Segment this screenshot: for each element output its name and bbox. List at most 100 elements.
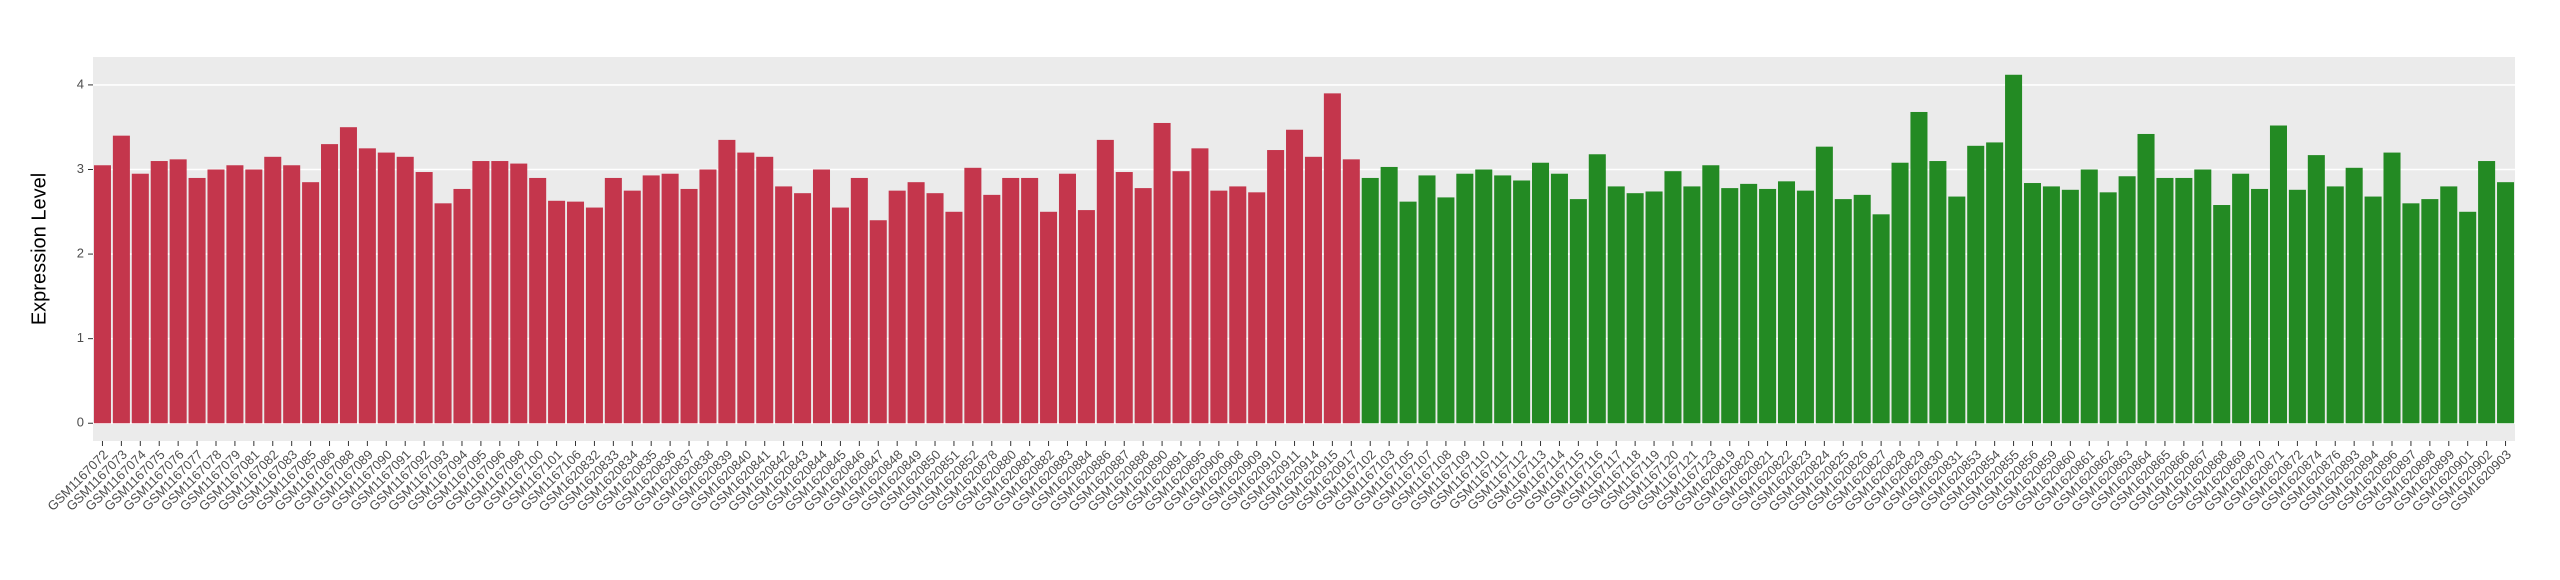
bar: [1702, 165, 1720, 424]
y-tick-label: 0: [77, 415, 84, 430]
bar: [453, 188, 471, 424]
bar: [1929, 161, 1947, 424]
bar: [2175, 177, 2193, 424]
bar: [1342, 159, 1360, 424]
bar: [1815, 146, 1833, 424]
bar: [1134, 188, 1152, 424]
bar: [188, 177, 206, 424]
bar: [2440, 186, 2458, 424]
bar: [888, 190, 906, 424]
bar: [1986, 142, 2004, 424]
bar: [2118, 176, 2136, 424]
bar: [812, 169, 831, 424]
bar: [850, 177, 868, 424]
bar: [2251, 188, 2269, 424]
bar: [2213, 205, 2231, 424]
bar: [2005, 74, 2023, 424]
bar: [1172, 171, 1190, 424]
bar: [283, 165, 301, 424]
bar: [150, 161, 168, 424]
bar: [2099, 192, 2117, 424]
bar: [718, 139, 736, 424]
bar: [1683, 186, 1701, 424]
bar: [1267, 150, 1285, 424]
bar: [2364, 196, 2382, 424]
bar: [1248, 192, 1266, 424]
bar: [1040, 211, 1058, 424]
bar: [964, 167, 982, 424]
bar: [2269, 125, 2287, 424]
bar: [2478, 161, 2496, 424]
bar: [2383, 152, 2401, 424]
bar: [566, 201, 585, 424]
bar: [1437, 197, 1455, 424]
bar: [1721, 188, 1739, 424]
bar: [1096, 139, 1114, 424]
bar: [2156, 177, 2174, 424]
bar: [358, 148, 376, 424]
bar: [245, 169, 263, 424]
y-tick-label: 2: [77, 246, 84, 261]
bar: [1550, 173, 1568, 424]
bar: [1456, 173, 1474, 424]
bar: [1191, 148, 1209, 424]
bar: [2459, 211, 2477, 424]
bar: [926, 193, 944, 424]
bar: [548, 200, 566, 424]
bar: [1077, 210, 1095, 424]
bar: [131, 173, 149, 424]
bar: [472, 161, 490, 424]
bar: [907, 182, 925, 424]
bar: [302, 182, 320, 424]
bar: [794, 193, 812, 424]
bar: [1286, 129, 1304, 424]
bar: [264, 156, 282, 424]
bar: [1664, 171, 1682, 424]
bar: [529, 177, 547, 424]
bar: [1304, 156, 1322, 424]
bar: [1796, 190, 1814, 424]
bar: [226, 165, 244, 424]
bar: [396, 156, 414, 424]
bar: [321, 144, 339, 424]
bar: [1229, 186, 1247, 424]
bar: [737, 152, 755, 424]
bar: [2307, 155, 2325, 424]
bar: [2326, 186, 2344, 424]
bar: [1834, 199, 1852, 424]
y-axis-label: Expression Level: [28, 173, 50, 325]
bar: [699, 169, 717, 424]
bar: [2194, 169, 2212, 424]
bar: [2288, 189, 2306, 424]
bar: [1645, 191, 1663, 424]
bar: [112, 135, 130, 424]
bar: [1872, 214, 1890, 424]
bar: [2345, 167, 2363, 424]
y-tick-label: 1: [77, 330, 84, 345]
bar: [945, 211, 963, 424]
bar: [1569, 199, 1587, 424]
bar: [1115, 172, 1133, 424]
bar: [604, 177, 622, 424]
bar: [831, 207, 849, 424]
bar: [680, 188, 698, 424]
bar: [869, 220, 887, 424]
bar: [1759, 188, 1777, 424]
bar: [1532, 162, 1550, 424]
bar: [93, 165, 111, 424]
bar: [2023, 183, 2042, 424]
bar: [1607, 186, 1625, 424]
bar: [1777, 181, 1796, 424]
bar: [1153, 122, 1171, 424]
bar: [2080, 169, 2098, 424]
bar: [1513, 180, 1531, 424]
bar: [756, 156, 774, 424]
bar: [2137, 133, 2155, 424]
bar: [510, 163, 528, 424]
bar: [1967, 145, 1985, 424]
bar: [2421, 199, 2439, 424]
bar: [1626, 193, 1644, 424]
bar: [1740, 183, 1758, 424]
bar: [775, 186, 793, 424]
